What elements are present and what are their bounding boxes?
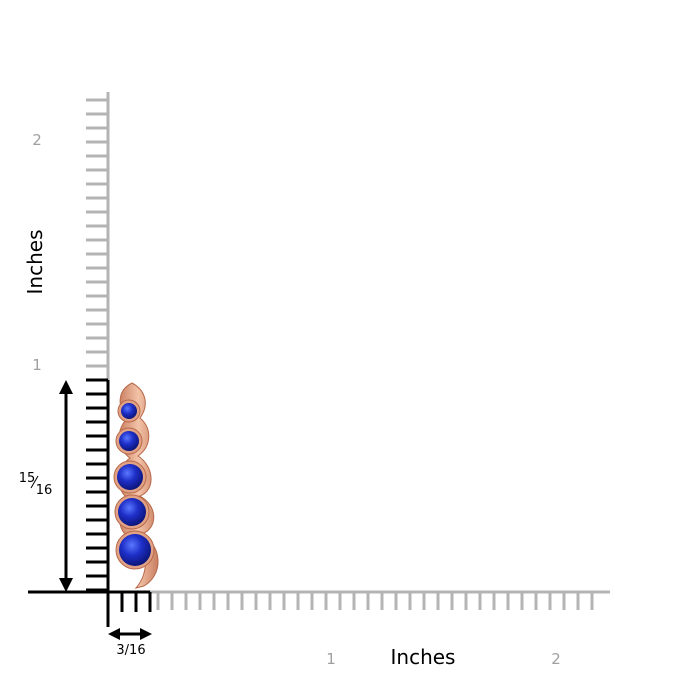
height-arrow-head-bottom bbox=[59, 578, 73, 592]
height-denominator: 16 bbox=[36, 483, 53, 498]
sapphire-stone bbox=[118, 498, 146, 526]
earring-product-image bbox=[113, 382, 159, 589]
x-axis-title: Inches bbox=[391, 645, 456, 669]
height-fraction-slash bbox=[30, 475, 39, 489]
sapphire-stone bbox=[117, 464, 143, 490]
y-tick-label-1: 1 bbox=[32, 356, 42, 374]
width-arrow-head-left bbox=[108, 628, 120, 640]
width-label: 3/16 bbox=[116, 643, 145, 658]
x-tick-label-1: 1 bbox=[326, 650, 336, 668]
sapphire-stone bbox=[119, 431, 139, 451]
height-arrow-head-top bbox=[59, 380, 73, 394]
vertical-black-ruler bbox=[86, 378, 110, 592]
y-axis-title: Inches bbox=[23, 230, 47, 295]
horizontal-ruler bbox=[150, 590, 610, 610]
sapphire-stone bbox=[119, 534, 151, 566]
width-dimension-arrow bbox=[108, 628, 152, 640]
vertical-ruler bbox=[86, 92, 110, 380]
y-tick-label-2: 2 bbox=[32, 131, 42, 149]
horizontal-black-ruler bbox=[28, 590, 152, 627]
height-numerator: 15 bbox=[19, 471, 36, 486]
width-arrow-head-right bbox=[140, 628, 152, 640]
height-dimension-arrow bbox=[59, 380, 73, 592]
sapphire-stone bbox=[121, 403, 137, 419]
x-tick-label-2: 2 bbox=[551, 650, 561, 668]
